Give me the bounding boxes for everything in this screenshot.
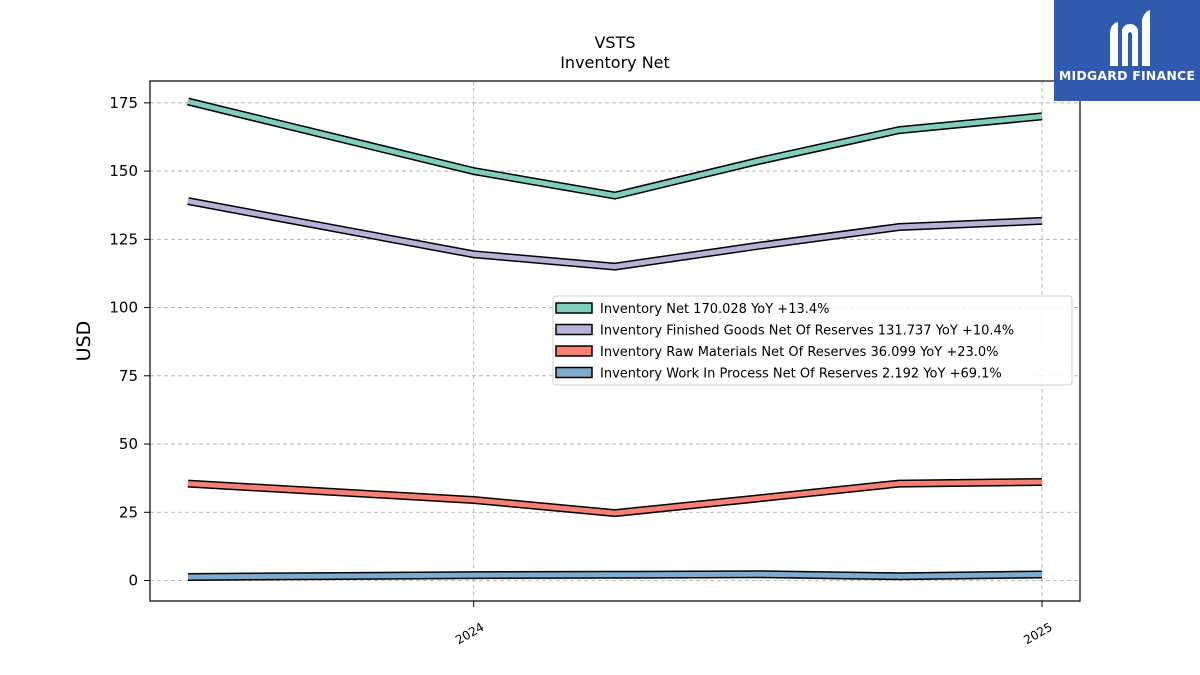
series-outline-2 <box>187 478 1043 518</box>
series-layer <box>187 97 1043 581</box>
y-tick-label: 100 <box>109 299 138 317</box>
chart-subtitle: Inventory Net <box>560 53 670 72</box>
series-outline-1 <box>187 197 1043 271</box>
legend-swatch-3 <box>555 366 593 379</box>
legend: Inventory Net 170.028 YoY +13.4% Inventor… <box>552 295 1073 386</box>
chart-title: VSTS <box>594 33 635 52</box>
y-tick-label: 175 <box>109 94 138 112</box>
legend-label-2: Inventory Raw Materials Net Of Reserves … <box>600 345 999 360</box>
series-outline-0 <box>187 97 1043 200</box>
series-line-1 <box>187 198 1043 270</box>
legend-box <box>552 295 1073 386</box>
y-tick-label: 150 <box>109 162 138 180</box>
plot-frame <box>149 80 1081 602</box>
brand-logo: MIDGARD FINANCE <box>1054 0 1200 101</box>
y-tick-label: 25 <box>119 503 138 521</box>
brand-mark-icon <box>1110 10 1150 66</box>
y-tick-label: 75 <box>119 367 138 385</box>
x-tick-label: 2025 <box>1021 620 1054 647</box>
legend-swatch-2 <box>555 345 593 357</box>
series-line-3 <box>187 571 1043 580</box>
legend-swatch-0 <box>555 302 593 314</box>
legend-label-1: Inventory Finished Goods Net Of Reserves… <box>600 324 1014 339</box>
x-tick-label: 2024 <box>453 620 486 647</box>
y-tick-label: 50 <box>119 435 138 453</box>
legend-label-0: Inventory Net 170.028 YoY +13.4% <box>600 302 830 317</box>
legend-swatch-1 <box>555 323 593 336</box>
series-line-2 <box>187 479 1043 516</box>
legend-label-3: Inventory Work In Process Net Of Reserve… <box>600 367 1002 382</box>
brand-name: MIDGARD FINANCE <box>1058 68 1196 83</box>
y-tick-label: 0 <box>128 572 138 590</box>
y-tick-label: 125 <box>109 230 138 248</box>
series-line-0 <box>187 99 1043 199</box>
y-axis-label: USD <box>73 321 95 362</box>
